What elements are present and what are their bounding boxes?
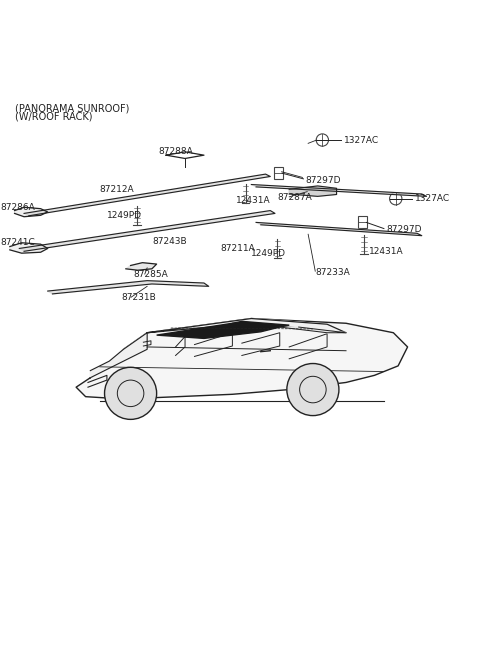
Polygon shape [147,319,346,333]
Polygon shape [14,207,48,216]
Polygon shape [48,281,209,294]
Text: 1327AC: 1327AC [415,194,450,203]
Bar [274,167,283,179]
Text: 87287A: 87287A [277,194,312,202]
Polygon shape [289,186,336,196]
Polygon shape [90,333,147,378]
Bar [359,216,367,228]
Text: 87285A: 87285A [133,270,168,279]
Text: 12431A: 12431A [369,247,403,256]
Text: 87288A: 87288A [158,147,193,156]
Text: 1249PD: 1249PD [107,211,142,220]
Text: 87212A: 87212A [100,185,134,194]
Text: 87297D: 87297D [306,176,341,185]
Polygon shape [126,262,156,270]
Polygon shape [256,222,422,236]
Polygon shape [156,323,280,338]
Polygon shape [280,327,346,333]
Polygon shape [76,319,408,399]
Text: 87233A: 87233A [315,268,350,277]
Polygon shape [24,174,270,216]
Polygon shape [19,211,275,251]
Circle shape [105,367,156,419]
Polygon shape [232,321,289,327]
Text: (PANORAMA SUNROOF): (PANORAMA SUNROOF) [14,103,129,113]
Text: 87211A: 87211A [220,244,255,253]
Text: 1249PD: 1249PD [252,249,287,258]
Text: 87286A: 87286A [0,203,35,212]
Polygon shape [10,243,48,253]
Text: 87297D: 87297D [386,226,422,234]
Text: 87243B: 87243B [152,237,187,246]
Text: 87241C: 87241C [0,238,35,247]
Text: 87231B: 87231B [121,293,156,302]
Polygon shape [252,184,427,196]
Text: 1327AC: 1327AC [344,136,379,144]
Text: (W/ROOF RACK): (W/ROOF RACK) [14,111,92,121]
Text: 12431A: 12431A [236,195,270,205]
Circle shape [287,363,339,416]
